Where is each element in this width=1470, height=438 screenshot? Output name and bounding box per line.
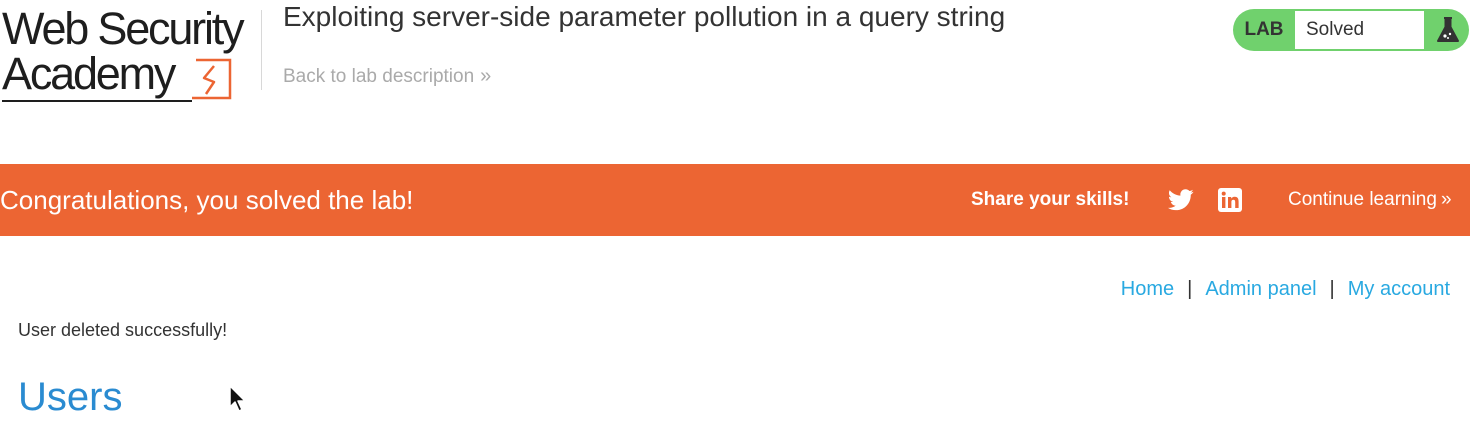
lab-solved-banner: Congratulations, you solved the lab! Sha… [0,164,1470,236]
back-link-label: Back to lab description [283,66,475,87]
lab-header: Web Security Academy Exploiting server-s… [0,0,1470,120]
back-to-lab-description-link[interactable]: Back to lab description» [283,64,491,89]
double-chevron-right-icon: » [1440,189,1452,210]
nav-separator: | [1329,278,1335,300]
logo-mark-icon [192,58,232,100]
logo-text-line1: Web Security [2,3,245,54]
lab-badge: LAB [1244,19,1284,40]
logo-underline [2,100,192,102]
mouse-pointer-icon [229,385,246,412]
flask-icon [1437,17,1459,42]
lab-title: Exploiting server-side parameter polluti… [283,1,1006,32]
nav-home-link[interactable]: Home [1120,278,1175,300]
nav-admin-panel-link[interactable]: Admin panel [1205,278,1317,300]
congratulations-message: Congratulations, you solved the lab! [0,185,414,215]
top-nav: Home | Admin panel | My account [1121,276,1450,302]
nav-separator: | [1187,278,1193,300]
header-divider [261,10,262,90]
lab-status-widget: LAB Solved [1233,9,1469,51]
nav-my-account-link[interactable]: My account [1347,278,1450,300]
continue-learning-label: Continue learning [1288,189,1437,210]
web-security-academy-logo[interactable]: Web Security Academy [2,6,260,102]
double-chevron-right-icon: » [480,65,492,87]
linkedin-icon[interactable] [1218,188,1242,212]
lab-status-text: Solved [1295,11,1424,49]
user-deleted-message: User deleted successfully! [18,320,228,340]
twitter-icon[interactable] [1168,188,1194,212]
logo-text-line2: Academy [2,48,176,99]
share-skills-label: Share your skills! [971,189,1130,210]
continue-learning-link[interactable]: Continue learning» [1288,164,1452,236]
users-heading: Users [18,375,123,419]
